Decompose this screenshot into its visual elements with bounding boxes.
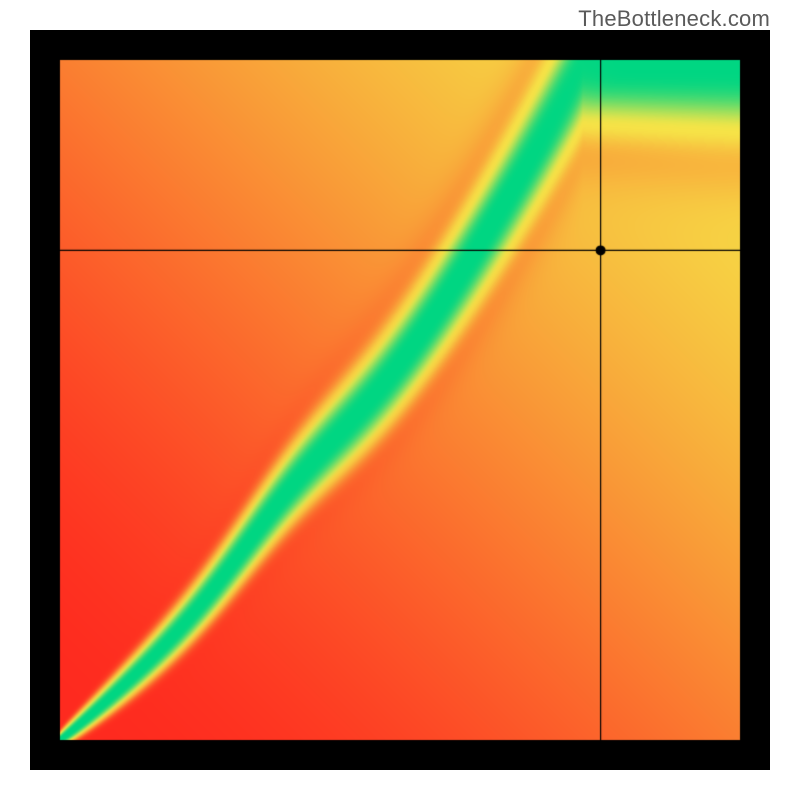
watermark-text: TheBottleneck.com: [578, 6, 770, 32]
bottleneck-heatmap: [30, 30, 770, 770]
chart-container: TheBottleneck.com: [0, 0, 800, 800]
